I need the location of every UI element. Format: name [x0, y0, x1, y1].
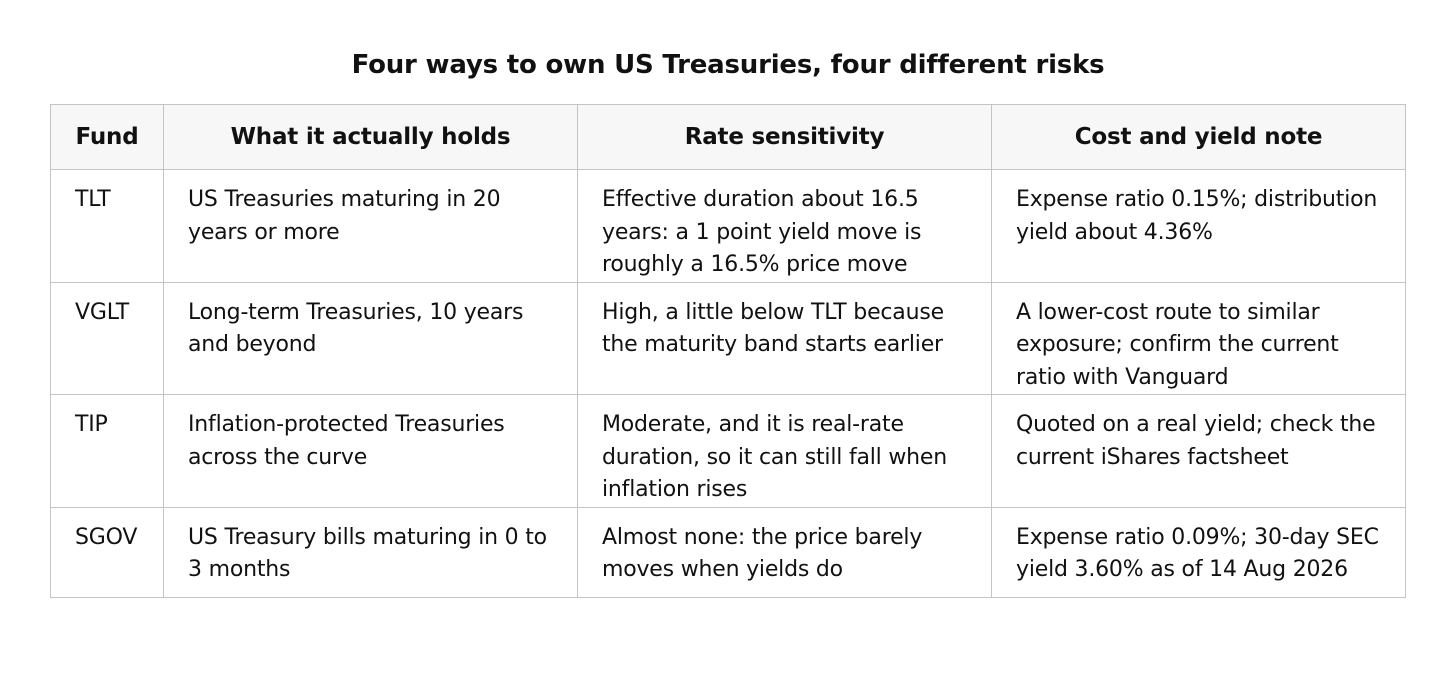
- cell-holdings: Inflation-protected Treasuries across th…: [163, 394, 578, 508]
- table-row: SGOV US Treasury bills maturing in 0 to …: [50, 506, 1406, 598]
- cell-cost-yield-note: A lower-cost route to similar exposure; …: [991, 281, 1406, 395]
- table-row: VGLT Long-term Treasuries, 10 years and …: [50, 281, 1406, 395]
- table-title: Four ways to own US Treasuries, four dif…: [351, 50, 1105, 80]
- cell-cost-yield-note: Expense ratio 0.09%; 30-day SEC yield 3.…: [991, 506, 1406, 598]
- cell-holdings: US Treasury bills maturing in 0 to 3 mon…: [163, 506, 578, 598]
- treasury-funds-table: Fund What it actually holds Rate sensiti…: [50, 104, 1406, 598]
- cell-rate-sensitivity: Moderate, and it is real-rate duration, …: [577, 394, 992, 508]
- header-holdings: What it actually holds: [163, 104, 578, 170]
- header-fund: Fund: [50, 104, 164, 170]
- cell-rate-sensitivity: Almost none: the price barely moves when…: [577, 506, 992, 598]
- cell-cost-yield-note: Expense ratio 0.15%; distribution yield …: [991, 169, 1406, 283]
- cell-fund: TLT: [50, 169, 164, 283]
- table-header-row: Fund What it actually holds Rate sensiti…: [50, 104, 1406, 170]
- cell-rate-sensitivity: High, a little below TLT because the mat…: [577, 281, 992, 395]
- cell-rate-sensitivity: Effective duration about 16.5 years: a 1…: [577, 169, 992, 283]
- cell-holdings: Long-term Treasuries, 10 years and beyon…: [163, 281, 578, 395]
- header-rate-sensitivity: Rate sensitivity: [577, 104, 992, 170]
- cell-fund: VGLT: [50, 281, 164, 395]
- table-row: TIP Inflation-protected Treasuries acros…: [50, 394, 1406, 508]
- table-row: TLT US Treasuries maturing in 20 years o…: [50, 169, 1406, 283]
- cell-cost-yield-note: Quoted on a real yield; check the curren…: [991, 394, 1406, 508]
- cell-fund: TIP: [50, 394, 164, 508]
- cell-holdings: US Treasuries maturing in 20 years or mo…: [163, 169, 578, 283]
- cell-fund: SGOV: [50, 506, 164, 598]
- header-cost-yield-note: Cost and yield note: [991, 104, 1406, 170]
